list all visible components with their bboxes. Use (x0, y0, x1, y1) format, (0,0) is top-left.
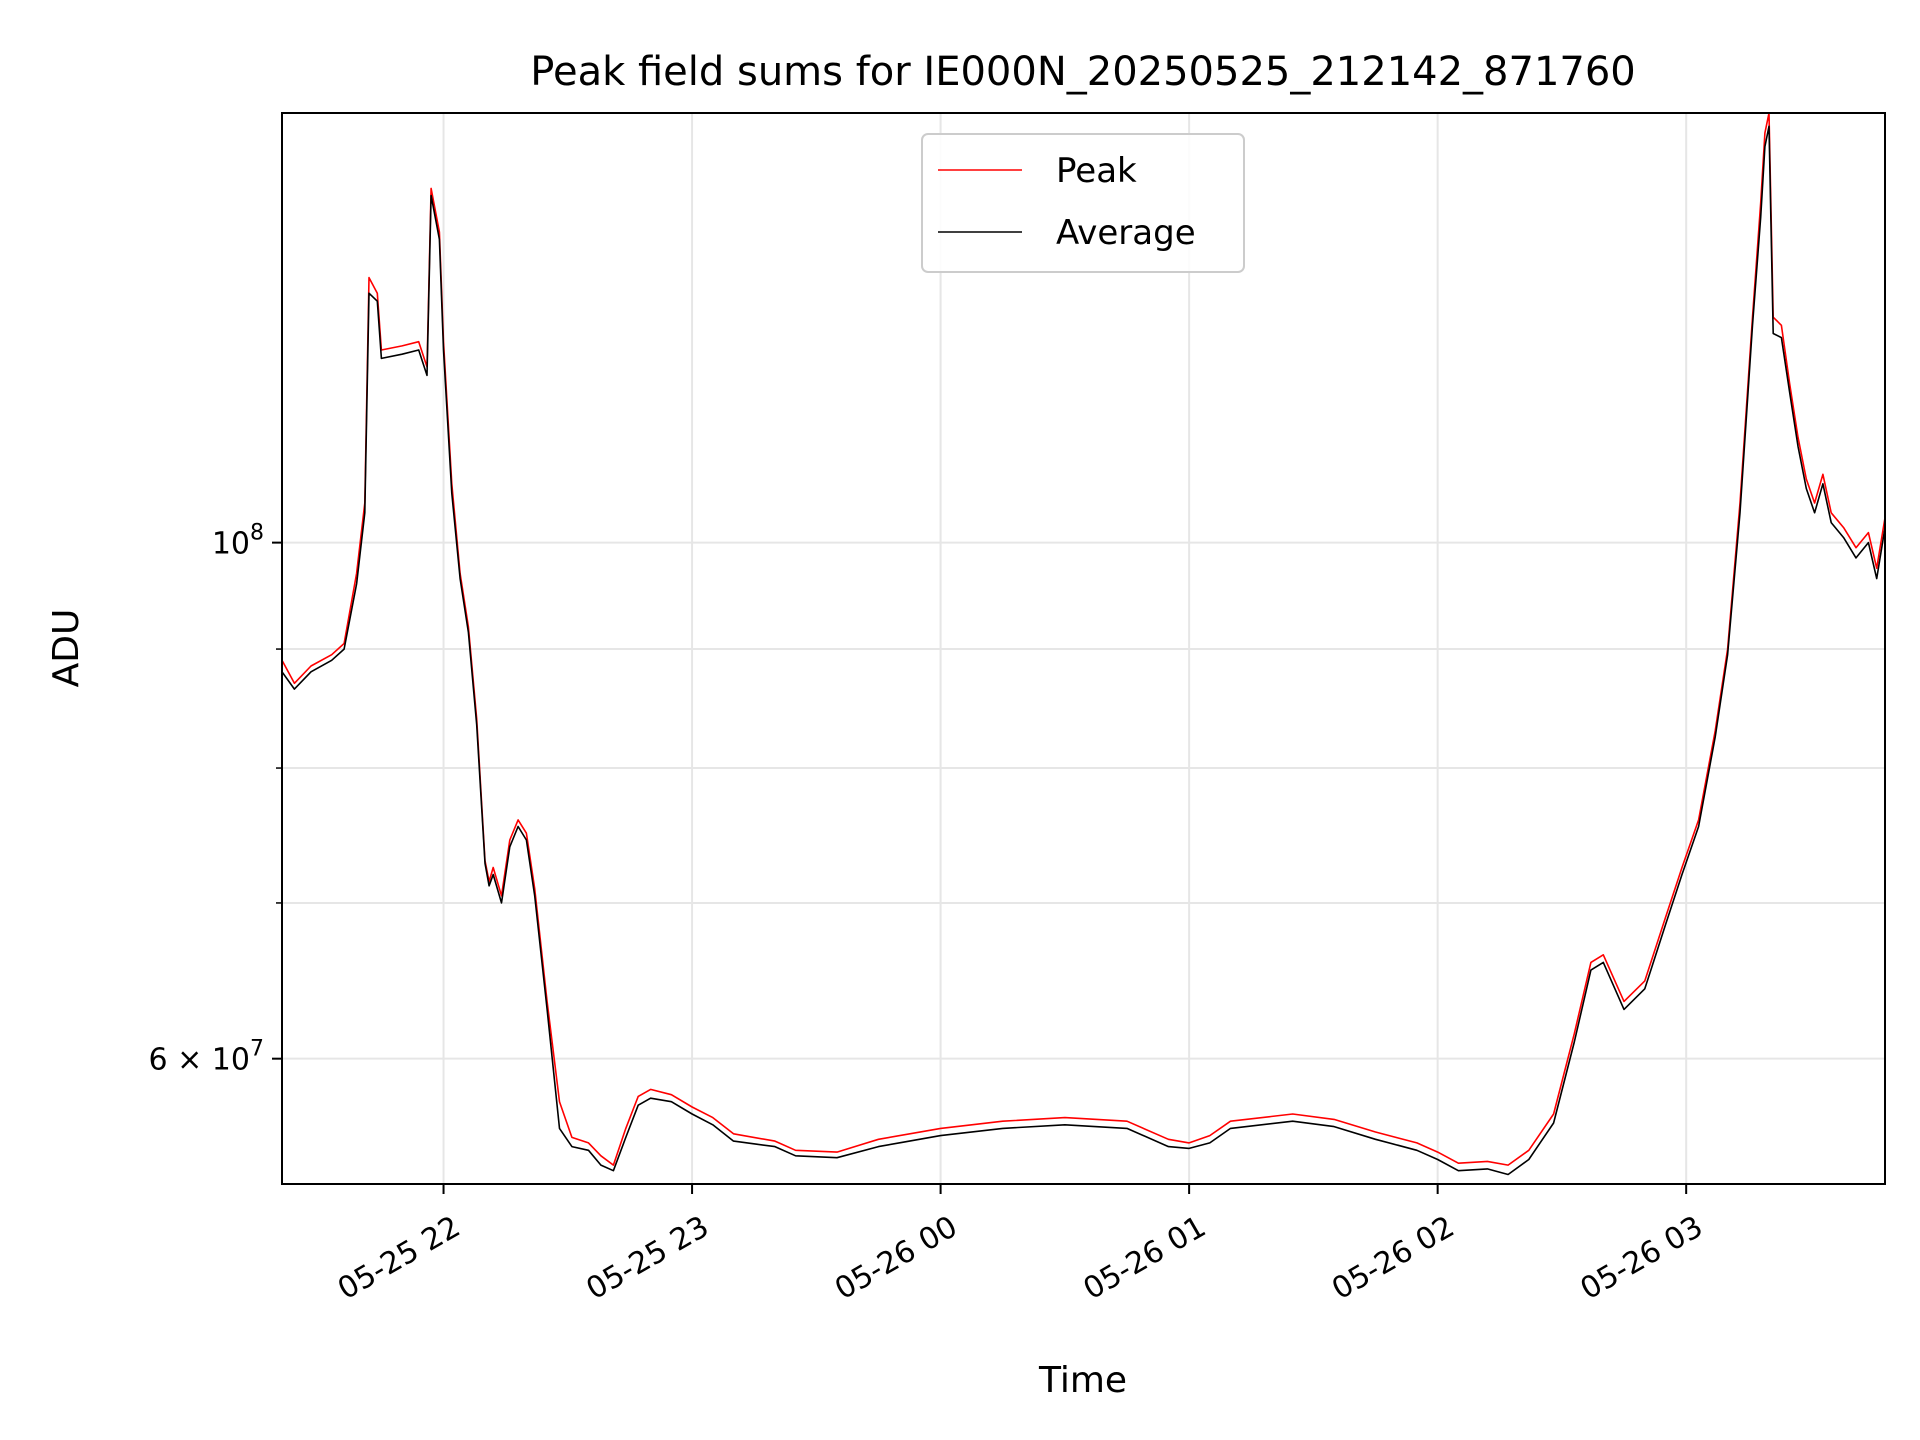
x-axis-label: Time (1038, 1360, 1127, 1401)
series-line-average (281, 125, 1886, 1176)
grid (282, 113, 1885, 1184)
series-layer (281, 112, 1886, 1176)
y-tick-label: 6 × 107 (149, 1037, 264, 1078)
y-tick-label: 108 (212, 521, 264, 562)
y-axis-label: ADU (46, 609, 87, 688)
y-axis-ticks: 6 × 107 108 (149, 521, 282, 1078)
chart-title: Peak field sums for IE000N_20250525_2121… (530, 49, 1635, 95)
legend-label-peak: Peak (1056, 151, 1137, 191)
legend-box (921, 133, 1245, 273)
legend: Peak Average (921, 133, 1245, 273)
legend-label-average: Average (1056, 213, 1196, 253)
